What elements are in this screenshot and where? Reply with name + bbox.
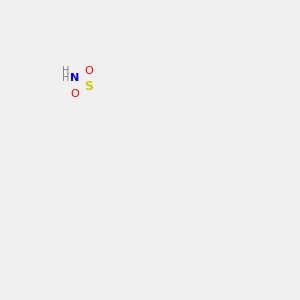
Text: N: N <box>70 73 79 82</box>
Text: O: O <box>70 89 79 99</box>
Text: H: H <box>62 66 69 76</box>
Text: S: S <box>84 80 93 93</box>
Text: O: O <box>84 66 93 76</box>
Text: H: H <box>62 73 69 82</box>
